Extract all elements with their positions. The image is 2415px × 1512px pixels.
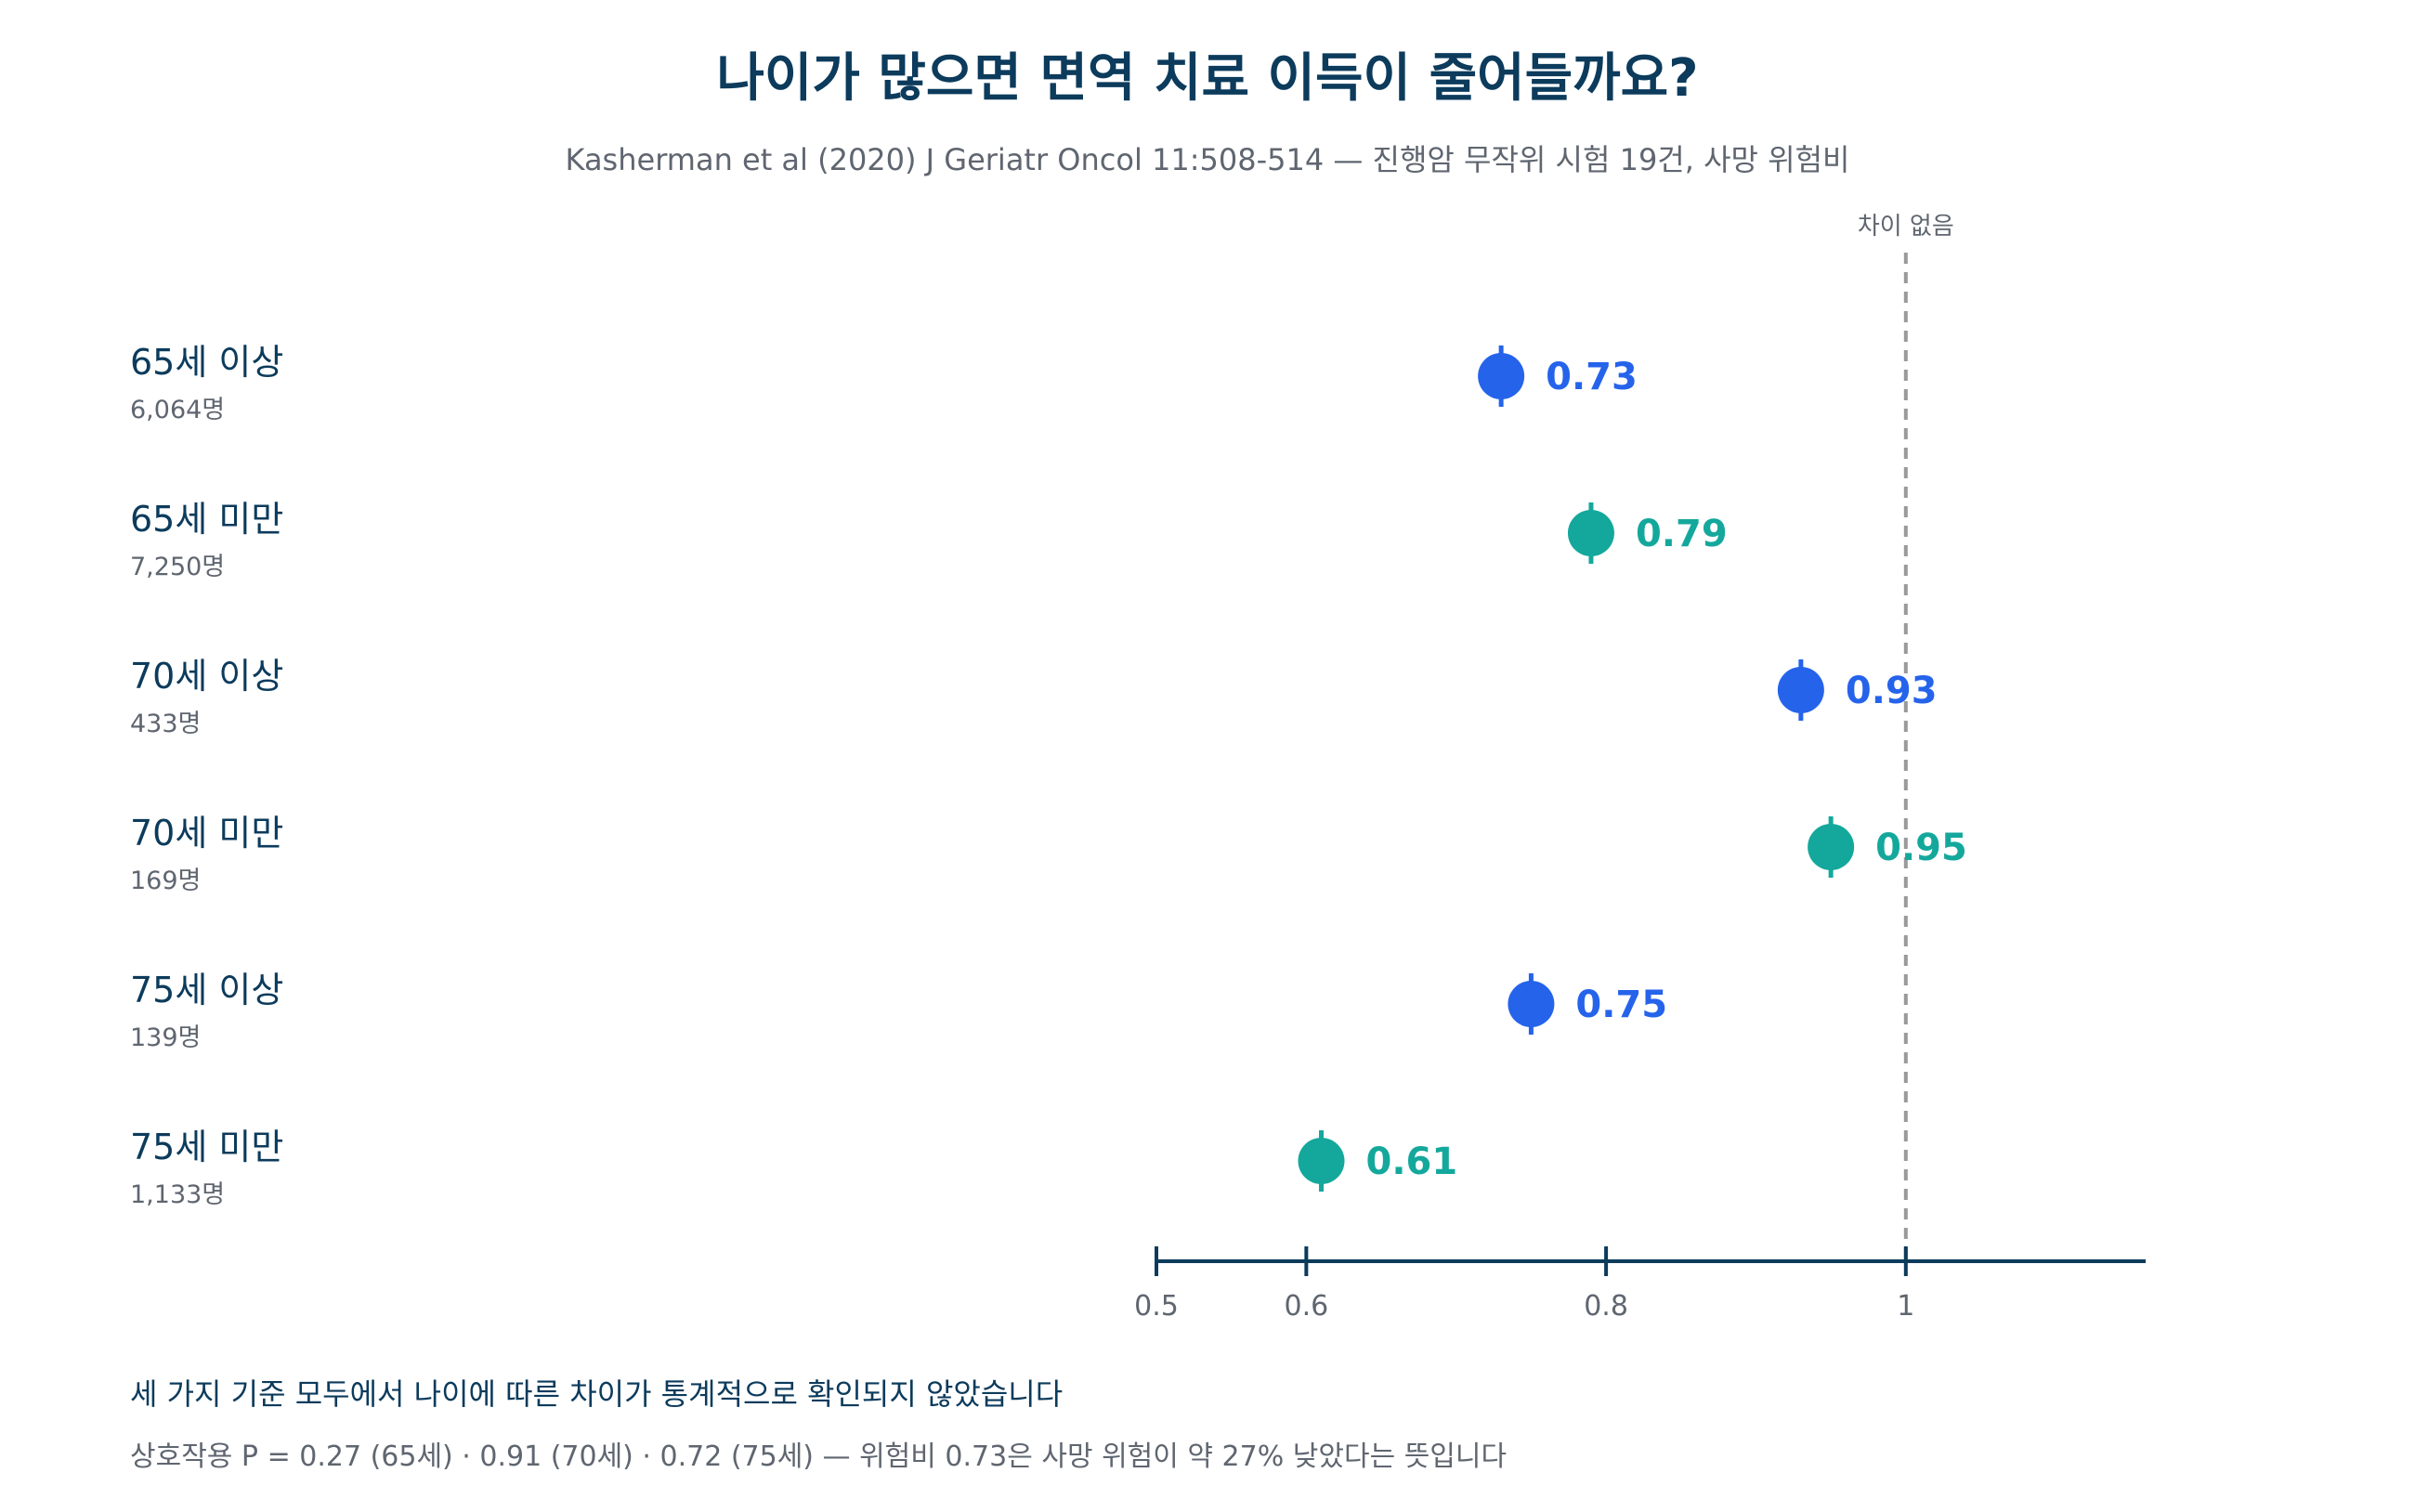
data-row: 65세 미만 7,250명 0.79: [130, 499, 1728, 581]
data-point: [1298, 1138, 1345, 1184]
row-label: 65세 이상: [130, 342, 283, 383]
data-row: 70세 미만 169명 0.95: [130, 813, 1967, 895]
row-sample-size: 139명: [130, 1023, 201, 1052]
row-sample-size: 433명: [130, 710, 201, 738]
value-label: 0.95: [1875, 827, 1967, 869]
value-label: 0.79: [1636, 513, 1728, 555]
data-point: [1777, 667, 1824, 713]
x-tick-label: 1: [1897, 1290, 1914, 1323]
row-sample-size: 1,133명: [130, 1180, 225, 1209]
data-row: 75세 이상 139명 0.75: [130, 970, 1667, 1052]
footnote-sub: 상호작용 P = 0.27 (65세) · 0.91 (70세) · 0.72 …: [130, 1440, 1507, 1473]
x-tick-label: 0.6: [1285, 1290, 1329, 1323]
row-sample-size: 7,250명: [130, 553, 225, 581]
data-point: [1508, 981, 1555, 1027]
row-label: 70세 미만: [130, 813, 283, 854]
row-sample-size: 6,064명: [130, 396, 225, 424]
data-point: [1808, 824, 1855, 870]
value-label: 0.93: [1846, 670, 1938, 712]
value-label: 0.75: [1575, 984, 1667, 1026]
row-label: 75세 이상: [130, 970, 283, 1010]
row-label: 70세 이상: [130, 656, 283, 697]
data-rows: 65세 이상 6,064명 0.73 65세 미만 7,250명 0.79 70세 이상 43…: [130, 342, 1967, 1209]
row-label: 65세 미만: [130, 499, 283, 540]
reference-line-group: 차이 없음: [1858, 213, 1954, 1261]
reference-line-label: 차이 없음: [1858, 213, 1954, 241]
x-axis: 0.5 0.6 0.8 1: [1134, 1246, 2146, 1323]
data-row: 65세 이상 6,064명 0.73: [130, 342, 1638, 424]
chart-title: 나이가 많으면 면역 치료 이득이 줄어들까요?: [716, 48, 1698, 109]
data-row: 75세 미만 1,133명 0.61: [130, 1127, 1457, 1209]
row-label: 75세 미만: [130, 1127, 283, 1167]
footnote-main: 세 가지 기준 모두에서 나이에 따른 차이가 통계적으로 확인되지 않았습니다: [130, 1376, 1063, 1412]
value-label: 0.61: [1366, 1141, 1458, 1183]
data-point: [1567, 510, 1614, 556]
data-row: 70세 이상 433명 0.93: [130, 656, 1938, 738]
data-point: [1478, 353, 1525, 399]
x-tick-label: 0.5: [1134, 1290, 1179, 1323]
value-label: 0.73: [1546, 356, 1638, 398]
chart-subtitle: Kasherman et al (2020) J Geriatr Oncol 1…: [566, 142, 1850, 177]
x-tick-label: 0.8: [1584, 1290, 1628, 1323]
row-sample-size: 169명: [130, 867, 201, 895]
